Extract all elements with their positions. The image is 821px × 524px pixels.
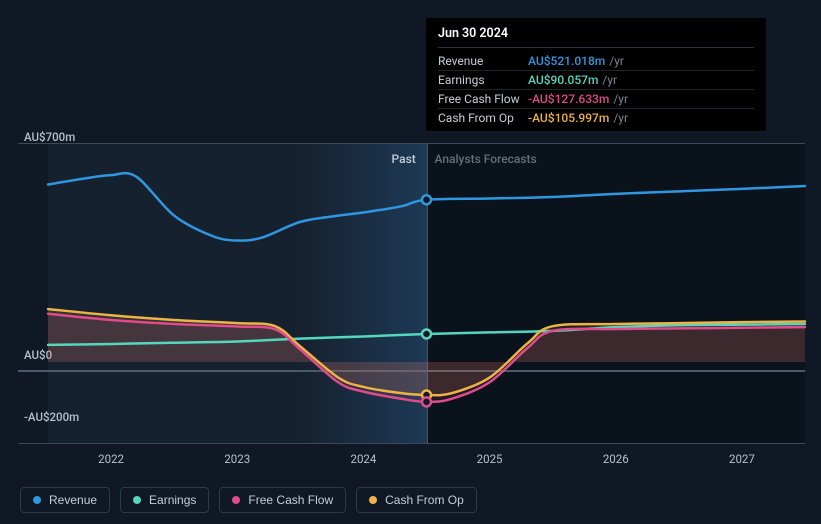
revenue-line xyxy=(48,173,805,240)
legend-label: Revenue xyxy=(49,493,97,507)
chart-legend: Revenue Earnings Free Cash Flow Cash From O… xyxy=(20,487,477,513)
x-axis-label: 2023 xyxy=(224,452,250,466)
tooltip-label: Free Cash Flow xyxy=(438,92,528,106)
x-axis-label: 2024 xyxy=(350,452,376,466)
legend-dot-icon xyxy=(133,496,141,504)
tooltip-value: AU$90.057m xyxy=(528,73,598,87)
tooltip-row: Free Cash Flow-AU$127.633m/yr xyxy=(438,90,754,109)
chart-tooltip: Jun 30 2024 RevenueAU$521.018m/yrEarning… xyxy=(426,18,766,131)
free_cash_flow-marker xyxy=(422,397,431,406)
legend-item-free_cash_flow[interactable]: Free Cash Flow xyxy=(219,487,346,513)
y-axis-label: AU$700m xyxy=(24,130,75,144)
tooltip-label: Revenue xyxy=(438,54,528,68)
tooltip-date: Jun 30 2024 xyxy=(438,26,754,48)
tooltip-unit: /yr xyxy=(613,92,628,106)
legend-dot-icon xyxy=(232,496,240,504)
tooltip-label: Earnings xyxy=(438,73,528,87)
legend-item-earnings[interactable]: Earnings xyxy=(120,487,209,513)
tooltip-unit: /yr xyxy=(609,54,624,68)
x-axis-label: 2027 xyxy=(729,452,755,466)
tooltip-unit: /yr xyxy=(613,111,628,125)
tooltip-value: -AU$105.997m xyxy=(528,111,609,125)
legend-item-cash_from_op[interactable]: Cash From Op xyxy=(356,487,477,513)
legend-dot-icon xyxy=(33,496,41,504)
legend-label: Earnings xyxy=(149,493,196,507)
x-axis-label: 2022 xyxy=(98,452,124,466)
legend-item-revenue[interactable]: Revenue xyxy=(20,487,110,513)
tooltip-value: AU$521.018m xyxy=(528,54,605,68)
legend-label: Cash From Op xyxy=(385,493,464,507)
earnings-marker xyxy=(422,329,431,338)
tooltip-row: RevenueAU$521.018m/yr xyxy=(438,52,754,71)
chart-bottom-border xyxy=(18,443,805,444)
tooltip-row: Cash From Op-AU$105.997m/yr xyxy=(438,109,754,127)
chart-plot-area[interactable] xyxy=(48,144,805,443)
legend-dot-icon xyxy=(369,496,377,504)
tooltip-label: Cash From Op xyxy=(438,111,528,125)
tooltip-unit: /yr xyxy=(602,73,617,87)
x-axis-label: 2025 xyxy=(477,452,503,466)
legend-label: Free Cash Flow xyxy=(248,493,333,507)
tooltip-value: -AU$127.633m xyxy=(528,92,609,106)
tooltip-row: EarningsAU$90.057m/yr xyxy=(438,71,754,90)
revenue-marker xyxy=(422,195,431,204)
x-axis-label: 2026 xyxy=(603,452,629,466)
